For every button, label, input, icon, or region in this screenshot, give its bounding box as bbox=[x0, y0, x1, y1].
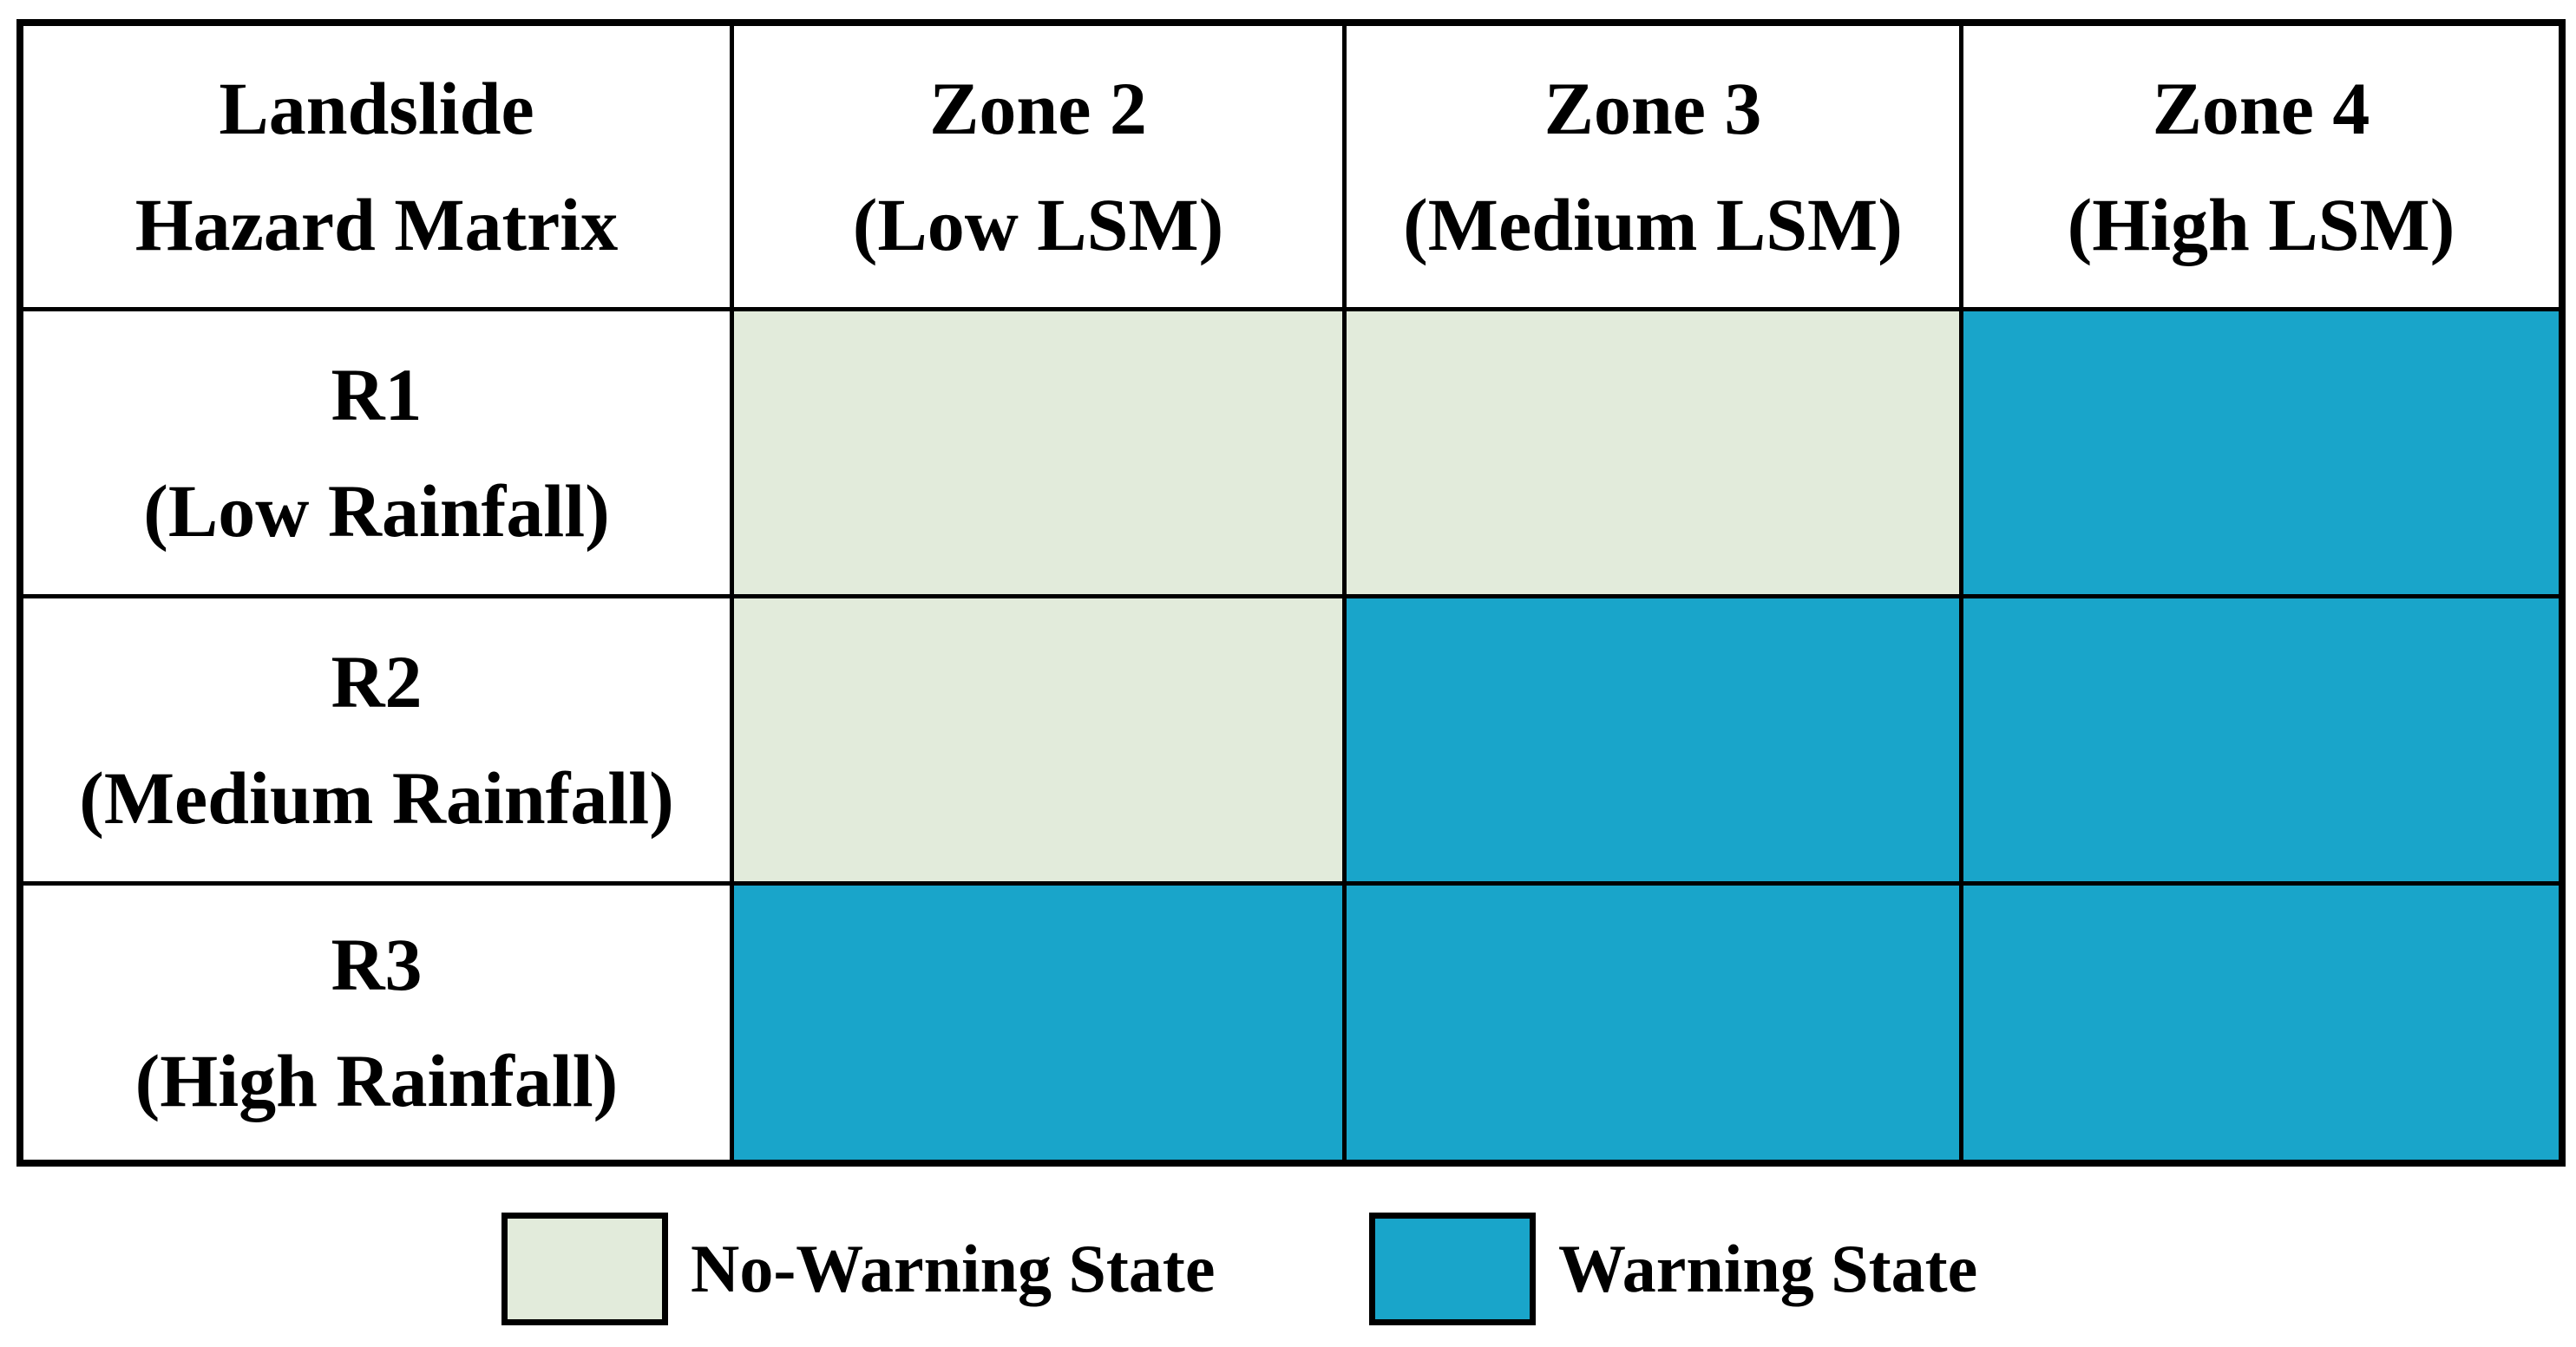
corner-header-cell: Landslide Hazard Matrix bbox=[23, 26, 730, 307]
legend-label-no-warning: No-Warning State bbox=[691, 1231, 1216, 1306]
legend-item-warning: Warning State bbox=[1369, 1211, 1977, 1327]
legend-swatch-no-warning bbox=[501, 1213, 668, 1325]
matrix-cell-r1-zone2 bbox=[734, 311, 1342, 594]
row-header-r3: R3 (High Rainfall) bbox=[23, 886, 730, 1160]
matrix-cell-r3-zone2 bbox=[734, 886, 1342, 1160]
row-header-r3-line2: (High Rainfall) bbox=[134, 1039, 619, 1122]
row-header-r1-line1: R1 bbox=[331, 353, 423, 436]
column-header-zone2: Zone 2 (Low LSM) bbox=[734, 26, 1342, 307]
column-header-zone4-line2: (High LSM) bbox=[2067, 183, 2455, 266]
hazard-matrix-table: Landslide Hazard Matrix Zone 2 (Low LSM)… bbox=[16, 19, 2566, 1167]
column-header-zone4: Zone 4 (High LSM) bbox=[1963, 26, 2559, 307]
row-header-r1: R1 (Low Rainfall) bbox=[23, 311, 730, 594]
row-header-r1-line2: (Low Rainfall) bbox=[143, 469, 610, 553]
matrix-cell-r3-zone4 bbox=[1963, 886, 2559, 1160]
matrix-cell-r2-zone3 bbox=[1347, 598, 1959, 881]
column-header-zone2-line2: (Low LSM) bbox=[852, 183, 1224, 266]
matrix-cell-r2-zone4 bbox=[1963, 598, 2559, 881]
row-header-r2-line2: (Medium Rainfall) bbox=[79, 756, 674, 840]
legend-swatch-warning bbox=[1369, 1213, 1536, 1325]
row-header-r3-line1: R3 bbox=[331, 923, 423, 1006]
column-header-zone3: Zone 3 (Medium LSM) bbox=[1347, 26, 1959, 307]
corner-header-line2: Hazard Matrix bbox=[134, 183, 619, 266]
row-header-r2: R2 (Medium Rainfall) bbox=[23, 598, 730, 881]
matrix-cell-r1-zone4 bbox=[1963, 311, 2559, 594]
row-header-r2-line1: R2 bbox=[331, 640, 423, 723]
column-header-zone2-line1: Zone 2 bbox=[929, 67, 1147, 150]
column-header-zone3-line1: Zone 3 bbox=[1544, 67, 1762, 150]
matrix-cell-r2-zone2 bbox=[734, 598, 1342, 881]
matrix-cell-r1-zone3 bbox=[1347, 311, 1959, 594]
column-header-zone4-line1: Zone 4 bbox=[2152, 67, 2370, 150]
column-header-zone3-line2: (Medium LSM) bbox=[1403, 183, 1903, 266]
corner-header-line1: Landslide bbox=[219, 67, 534, 150]
legend-item-no-warning: No-Warning State bbox=[501, 1211, 1216, 1327]
legend-label-warning: Warning State bbox=[1558, 1231, 1978, 1306]
matrix-cell-r3-zone3 bbox=[1347, 886, 1959, 1160]
